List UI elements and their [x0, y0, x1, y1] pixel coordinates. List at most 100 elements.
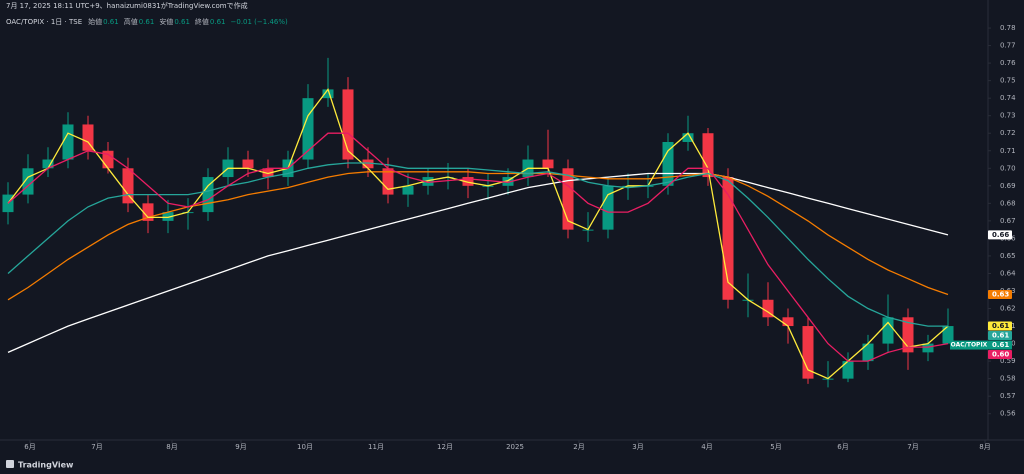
candle-body	[842, 361, 854, 379]
price-badge-label: 0.61	[992, 332, 1009, 340]
candle-body	[942, 326, 954, 344]
brand: TradingView	[18, 461, 74, 470]
candle-body	[902, 317, 914, 353]
y-tick-label: 0.67	[1000, 217, 1016, 225]
price-badge-label: 0.61	[992, 322, 1009, 330]
y-tick-label: 0.58	[1000, 375, 1016, 383]
y-tick-label: 0.72	[1000, 129, 1016, 137]
y-tick-label: 0.76	[1000, 59, 1016, 67]
y-tick-label: 0.73	[1000, 112, 1016, 120]
ma-line	[7, 172, 949, 353]
candle-body	[782, 317, 794, 327]
price-badge-label: 0.66	[992, 231, 1009, 239]
candle-body	[322, 89, 334, 99]
caption: 7月 17, 2025 18:11 UTC+9、hanaizumi0831がTr…	[6, 1, 248, 10]
price-badge-label: 0.61	[992, 341, 1009, 349]
x-tick-label: 5月	[770, 443, 781, 451]
candle-body	[382, 168, 394, 195]
y-tick-label: 0.74	[1000, 94, 1016, 102]
price-badge	[988, 230, 1012, 240]
candle-body	[2, 194, 14, 213]
y-tick-label: 0.75	[1000, 77, 1016, 85]
candle-body	[662, 141, 674, 186]
candle-body	[462, 177, 474, 186]
candle-body	[562, 168, 574, 230]
y-tick-label: 0.68	[1000, 199, 1016, 207]
candle-body	[82, 124, 94, 151]
candle-body	[402, 185, 414, 195]
candle-body	[762, 299, 774, 318]
candle-body	[122, 168, 134, 204]
change: −0.01 (−1.46%)	[231, 18, 289, 26]
y-tick-label: 0.64	[1000, 269, 1016, 277]
x-tick-label: 10月	[297, 443, 313, 451]
field-label: 安値	[159, 17, 173, 26]
field-value: 0.61	[103, 18, 119, 26]
ma-line	[7, 171, 949, 301]
candle-body	[102, 150, 114, 169]
price-badge-label: 0.63	[992, 291, 1009, 299]
x-tick-label: 8月	[979, 443, 990, 451]
ma-line	[7, 88, 949, 380]
candle-body	[422, 177, 434, 186]
x-tick-label: 2025	[506, 443, 524, 451]
candle-body	[722, 177, 734, 300]
x-tick-label: 2月	[573, 443, 584, 451]
y-tick-label: 0.56	[1000, 410, 1016, 418]
candle-body	[202, 177, 214, 213]
plot	[2, 57, 954, 388]
candle-body	[302, 98, 314, 160]
x-tick-label: 7月	[91, 443, 102, 451]
x-tick-label: 3月	[632, 443, 643, 451]
ma-line	[7, 162, 948, 327]
candle-body	[362, 159, 374, 169]
x-tick-label: 12月	[437, 443, 453, 451]
footer: TradingView	[6, 460, 74, 470]
price-badge	[988, 350, 1012, 360]
candle-body	[242, 159, 254, 169]
candle-body	[802, 326, 814, 379]
symbol-badge-label: OAC/TOPIX	[951, 342, 988, 349]
candle-body	[262, 168, 274, 178]
x-tick-label: 9月	[235, 443, 246, 451]
logo	[6, 460, 14, 468]
candle-body	[142, 203, 154, 221]
candle-body	[602, 185, 614, 230]
x-tick-label: 8月	[166, 443, 177, 451]
candle-body	[342, 89, 354, 160]
candle-body	[882, 317, 894, 344]
y-tick-label: 0.77	[1000, 42, 1016, 50]
price-badge	[988, 340, 1012, 350]
y-tick-label: 0.78	[1000, 24, 1016, 32]
header: 7月 17, 2025 18:11 UTC+9、hanaizumi0831がTr…	[6, 1, 248, 26]
candle-body	[862, 343, 874, 362]
candle-body	[542, 159, 554, 169]
x-tick-label: 6月	[24, 443, 35, 451]
x-tick-label: 7月	[907, 443, 918, 451]
candle-body	[42, 159, 54, 169]
field-label: 高値	[124, 17, 138, 26]
x-tick-label: 11月	[368, 443, 384, 451]
y-tick-label: 0.57	[1000, 392, 1016, 400]
candle-body	[22, 168, 34, 195]
x-tick-label: 6月	[837, 443, 848, 451]
x-tick-label: 4月	[701, 443, 712, 451]
price-badge-label: 0.60	[992, 351, 1009, 359]
field-value: 0.61	[174, 18, 190, 26]
y-tick-label: 0.69	[1000, 182, 1016, 190]
candle-body	[682, 133, 694, 142]
symbol-badge	[950, 340, 988, 350]
ma-line	[7, 132, 949, 362]
candle-body	[502, 177, 514, 186]
price-badge	[988, 321, 1012, 331]
price-badge	[988, 290, 1012, 300]
candle-body	[922, 343, 934, 353]
field-value: 0.61	[139, 18, 155, 26]
candle-body	[62, 124, 74, 160]
y-tick-label: 0.62	[1000, 305, 1016, 313]
field-label: 終値	[195, 17, 209, 26]
field-label: 始値	[88, 17, 102, 26]
